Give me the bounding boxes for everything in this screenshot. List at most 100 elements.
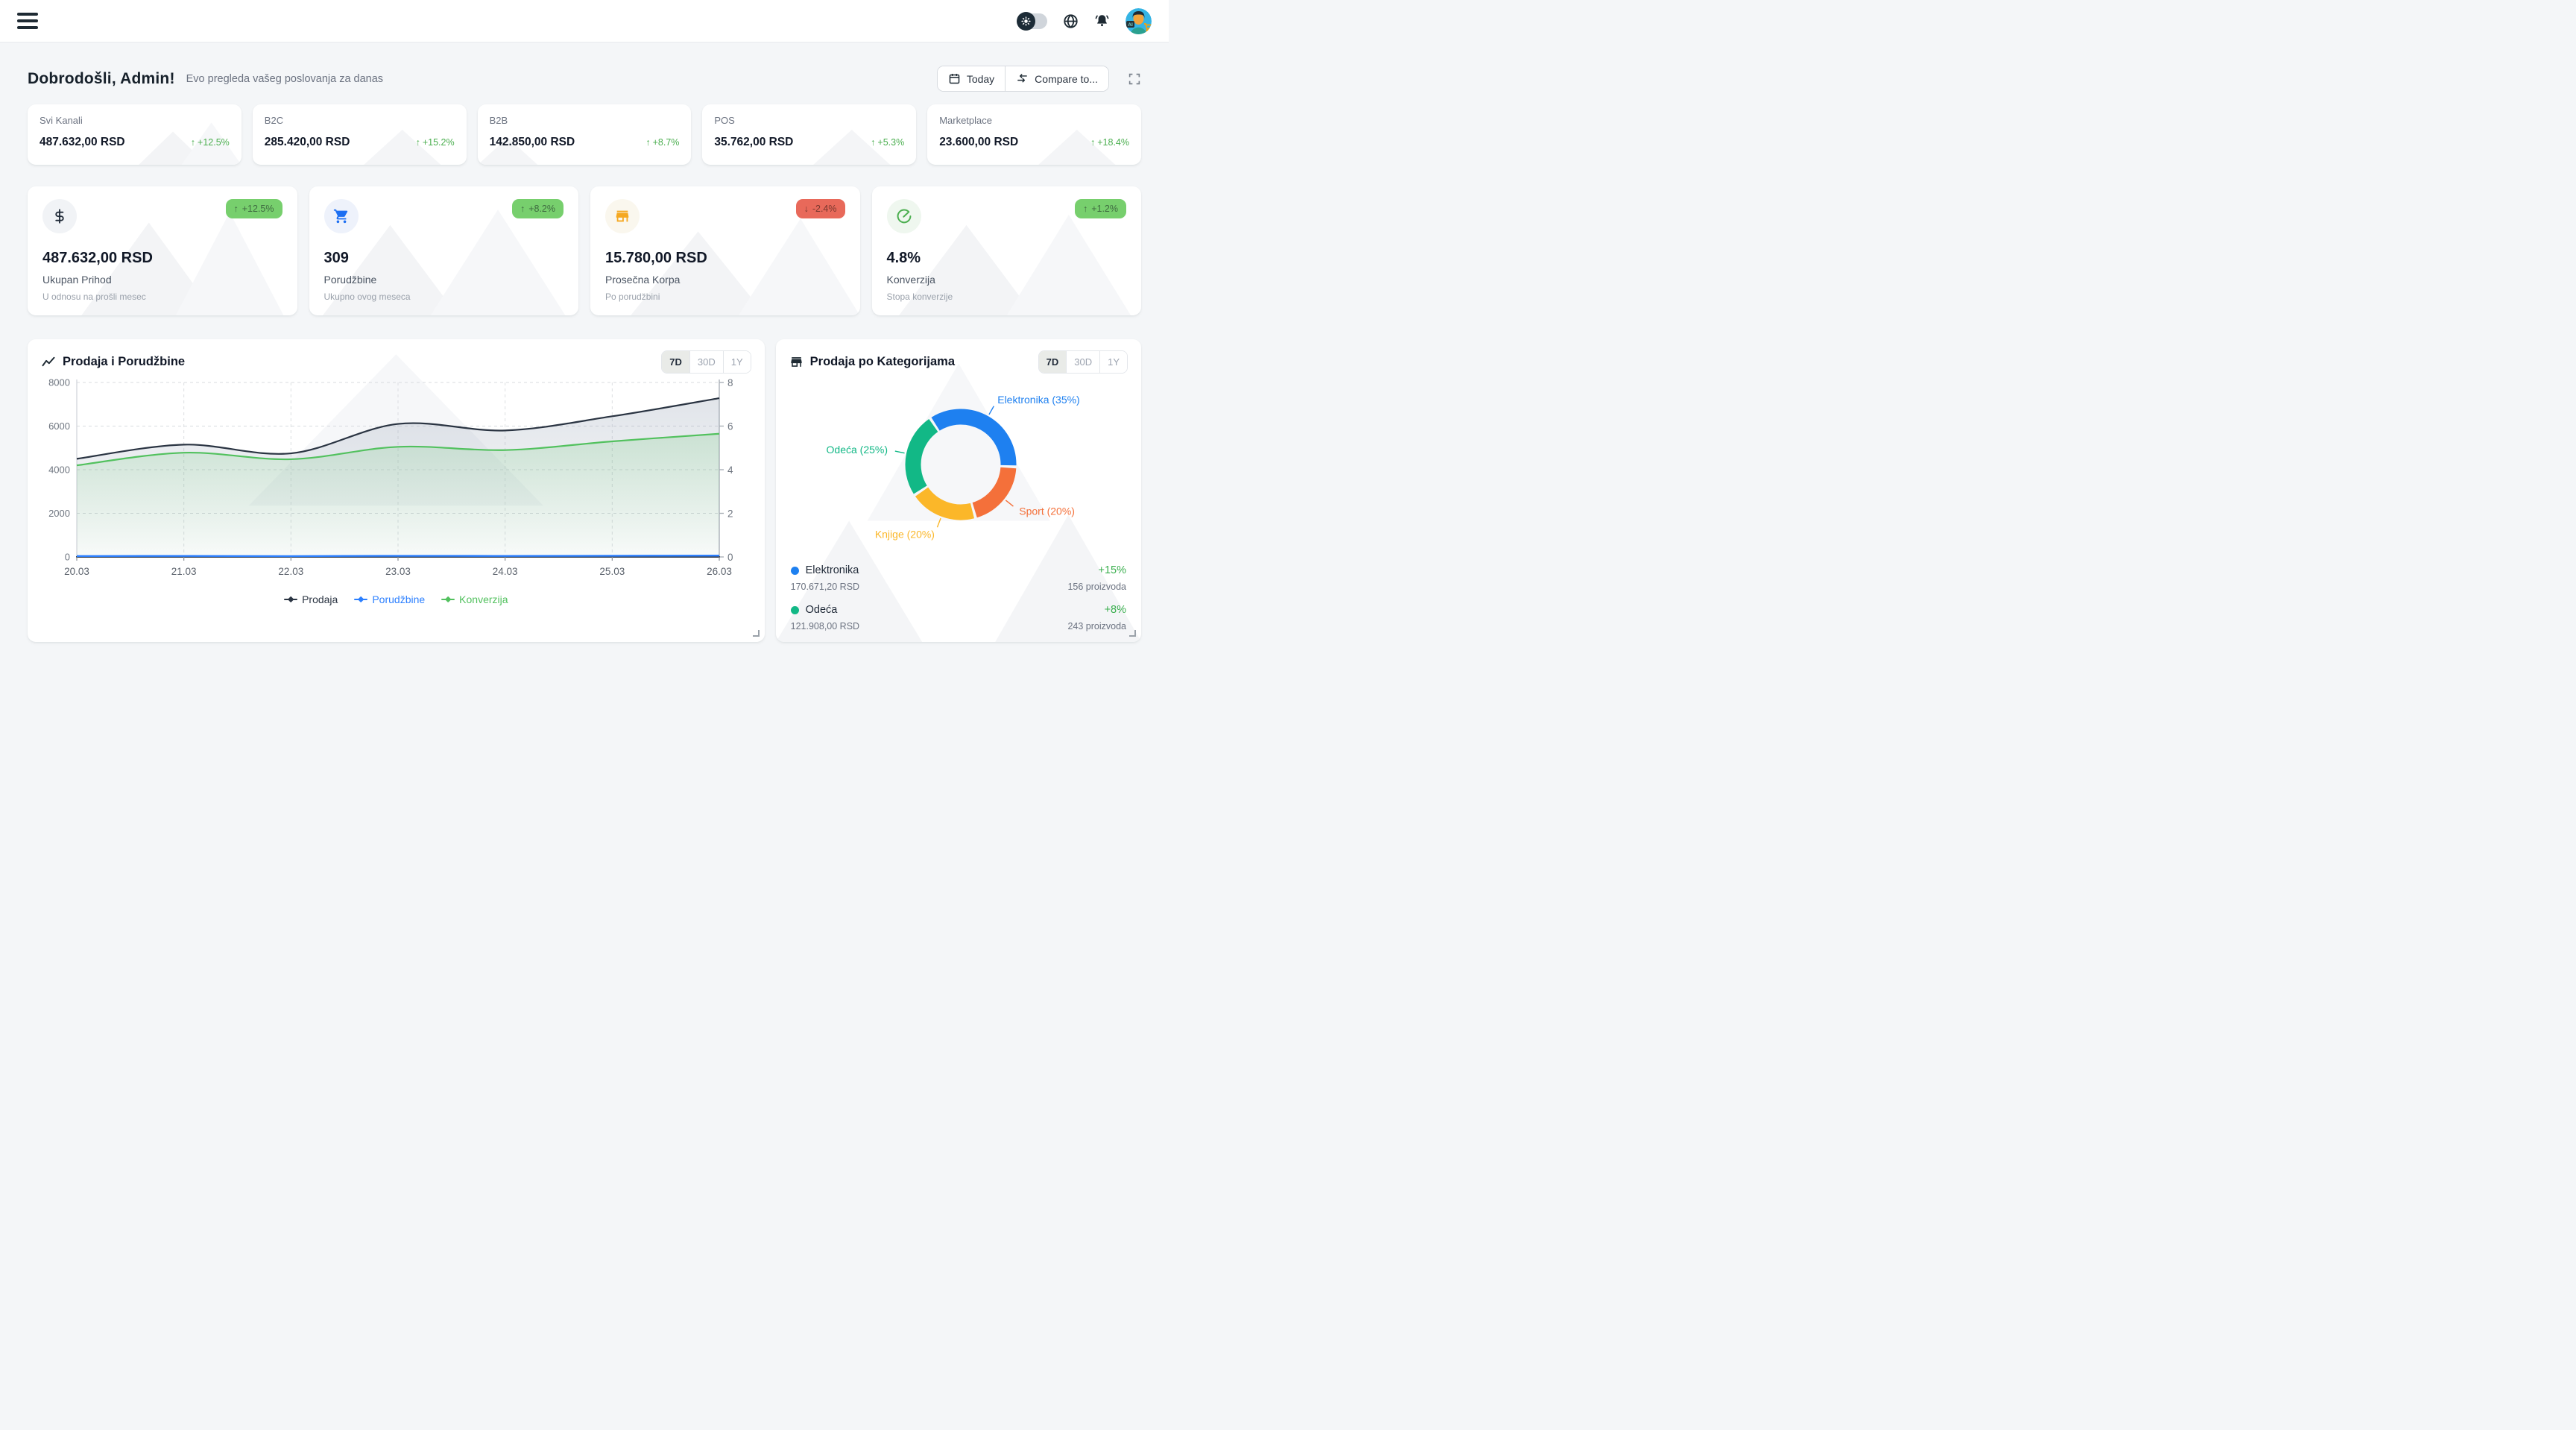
gauge-icon [896,208,912,224]
svg-text:Elektronika (35%): Elektronika (35%) [997,394,1080,406]
arrow-up-icon: ↑ [1090,137,1095,148]
category-range-selector: 7D 30D 1Y [1038,350,1128,374]
svg-text:0: 0 [65,552,70,563]
fullscreen-icon [1128,72,1141,86]
channel-card-b2b[interactable]: B2B 142.850,00 RSD ↑+8.7% [478,104,692,165]
svg-text:Odeća (25%): Odeća (25%) [826,444,887,456]
theme-toggle[interactable] [1018,13,1047,29]
svg-text:23.03: 23.03 [385,566,411,577]
sales-range-30d[interactable]: 30D [689,351,723,373]
trend-up: ↑+12.5% [191,137,230,148]
svg-text:21.03: 21.03 [171,566,197,577]
bell-icon [1094,13,1110,29]
kpi-card-prosecna-korpa[interactable]: ↓-2.4% 15.780,00 RSD Prosečna Korpa Po p… [590,186,860,315]
category-chart-card: Prodaja po Kategorijama 7D 30D 1Y Elektr… [776,339,1141,642]
arrow-up-icon: ↑ [645,137,650,148]
svg-text:2: 2 [727,508,733,520]
legend-dot [791,567,799,575]
globe-icon [1063,13,1079,29]
svg-text:8: 8 [727,377,733,388]
basket-icon-circle [605,199,640,233]
legend-value: 121.908,00 RSD [791,621,859,631]
svg-text:24.03: 24.03 [493,566,518,577]
category-donut-chart[interactable]: Elektronika (35%) Sport (20%) Knjige (20%)… [789,374,1128,555]
legend-change: +8% [1105,604,1126,616]
sales-range-7d[interactable]: 7D [662,351,689,373]
arrow-up-icon: ↑ [234,204,239,214]
kpi-cards: ↑+12.5% 487.632,00 RSD Ukupan Prihod U o… [28,186,1141,315]
category-range-1y[interactable]: 1Y [1099,351,1127,373]
store-icon [614,208,631,224]
legend-products: 243 proizvoda [1067,621,1126,631]
category-range-30d[interactable]: 30D [1066,351,1099,373]
svg-text:Knjige (20%): Knjige (20%) [874,529,934,541]
kpi-card-ukupan-prihod[interactable]: ↑+12.5% 487.632,00 RSD Ukupan Prihod U o… [28,186,297,315]
legend-products: 156 proizvoda [1067,582,1126,592]
theme-toggle-knob [1017,12,1035,31]
svg-text:0: 0 [727,552,733,563]
legend-marker [284,596,297,603]
conversion-icon-circle [887,199,921,233]
kpi-badge: ↑+12.5% [226,199,282,218]
legend-item-porudzbine[interactable]: Porudžbine [354,593,425,605]
svg-text:Sport (20%): Sport (20%) [1019,505,1075,517]
legend-item-konverzija[interactable]: Konverzija [441,593,508,605]
svg-text:AI: AI [1128,22,1133,28]
category-legend: Elektronika +15% 170.671,20 RSD 156 proi… [789,559,1128,638]
svg-text:26.03: 26.03 [707,566,732,577]
kpi-card-porudzbine[interactable]: ↑+8.2% 309 Porudžbine Ukupno ovog meseca [309,186,579,315]
arrow-down-icon: ↓ [804,204,809,214]
page-title: Dobrodošli, Admin! [28,70,175,88]
legend-row-odeca[interactable]: Odeća +8% 121.908,00 RSD 243 proizvoda [789,599,1128,638]
category-chart-title: Prodaja po Kategorijama [810,355,955,369]
orders-icon-circle [324,199,359,233]
user-avatar[interactable]: AI [1126,8,1152,34]
svg-text:8000: 8000 [48,377,70,388]
notifications-button[interactable] [1094,13,1110,29]
store-icon [789,355,804,369]
trend-up: ↑+15.2% [416,137,455,148]
resize-grip[interactable] [1129,630,1136,637]
category-range-7d[interactable]: 7D [1039,351,1067,373]
legend-change: +15% [1099,564,1127,576]
sales-chart-card: Prodaja i Porudžbine 7D 30D 1Y 0 2000 4000… [28,339,765,642]
kpi-badge: ↓-2.4% [796,199,845,218]
menu-button[interactable] [17,13,38,29]
dollar-icon [51,208,68,224]
kpi-card-konverzija[interactable]: ↑+1.2% 4.8% Konverzija Stopa konverzije [872,186,1142,315]
svg-text:25.03: 25.03 [599,566,625,577]
legend-dot [791,606,799,614]
svg-text:22.03: 22.03 [278,566,303,577]
compare-arrows-icon [1016,72,1029,85]
today-button[interactable]: Today [938,66,1005,91]
topbar: AI [0,0,1169,42]
legend-item-prodaja[interactable]: Prodaja [284,593,338,605]
legend-marker [354,596,367,603]
trend-up: ↑+18.4% [1090,137,1129,148]
sun-icon [1021,16,1031,26]
cart-icon [333,208,350,224]
language-button[interactable] [1063,13,1079,29]
svg-text:6000: 6000 [48,421,70,432]
channel-card-pos[interactable]: POS 35.762,00 RSD ↑+5.3% [702,104,916,165]
compare-button[interactable]: Compare to... [1005,66,1108,91]
resize-grip[interactable] [753,630,760,637]
fullscreen-button[interactable] [1128,72,1141,86]
channel-card-marketplace[interactable]: Marketplace 23.600,00 RSD ↑+18.4% [927,104,1141,165]
revenue-icon-circle [42,199,77,233]
svg-text:2000: 2000 [48,508,70,519]
dashboard-page: Dobrodošli, Admin! Evo pregleda vašeg po… [0,66,1169,642]
charts-row: Prodaja i Porudžbine 7D 30D 1Y 0 2000 4000… [28,339,1141,642]
channel-card-svi-kanali[interactable]: Svi Kanali 487.632,00 RSD ↑+12.5% [28,104,242,165]
page-subtitle: Evo pregleda vašeg poslovanja za danas [186,73,383,85]
sales-range-1y[interactable]: 1Y [723,351,751,373]
svg-text:4000: 4000 [48,464,70,476]
kpi-badge: ↑+8.2% [512,199,564,218]
channel-card-b2c[interactable]: B2C 285.420,00 RSD ↑+15.2% [253,104,467,165]
line-chart-icon [41,355,56,370]
sales-line-chart[interactable]: 020004000600080000246820.0321.0322.0323.… [41,374,751,590]
legend-row-elektronika[interactable]: Elektronika +15% 170.671,20 RSD 156 proi… [789,559,1128,599]
channel-cards: Svi Kanali 487.632,00 RSD ↑+12.5% B2C 28… [28,104,1141,165]
arrow-up-icon: ↑ [871,137,875,148]
sales-chart-title: Prodaja i Porudžbine [63,355,185,369]
